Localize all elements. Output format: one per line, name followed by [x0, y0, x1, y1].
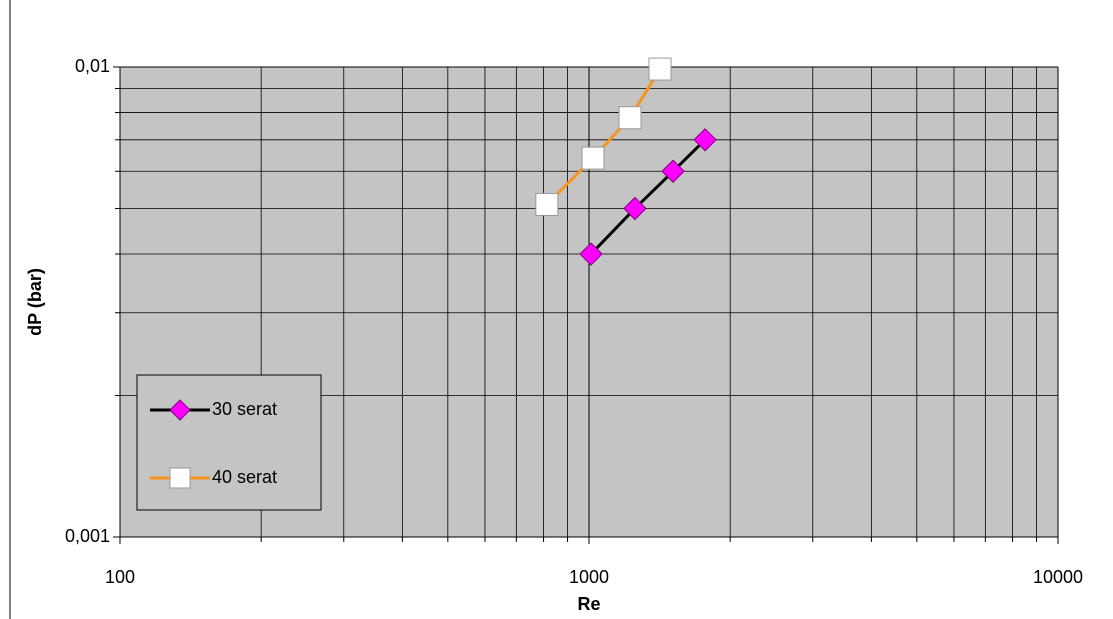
marker [619, 107, 641, 129]
legend-label: 40 serat [212, 467, 277, 487]
marker [582, 147, 604, 169]
legend-marker [170, 468, 190, 488]
legend [137, 375, 321, 510]
marker [649, 58, 671, 80]
x-tick-label: 1000 [569, 567, 609, 587]
legend-label: 30 serat [212, 399, 277, 419]
chart: Re dP (bar) 100 1000 10000 0,001 0,01 30 sera… [0, 0, 1113, 619]
marker [536, 193, 558, 215]
y-axis-title: dP (bar) [25, 268, 45, 336]
y-tick-label: 0,001 [65, 526, 110, 546]
y-tick-label: 0,01 [75, 56, 110, 76]
x-tick-label: 10000 [1033, 567, 1083, 587]
x-axis-title: Re [577, 594, 600, 614]
x-tick-label: 100 [105, 567, 135, 587]
